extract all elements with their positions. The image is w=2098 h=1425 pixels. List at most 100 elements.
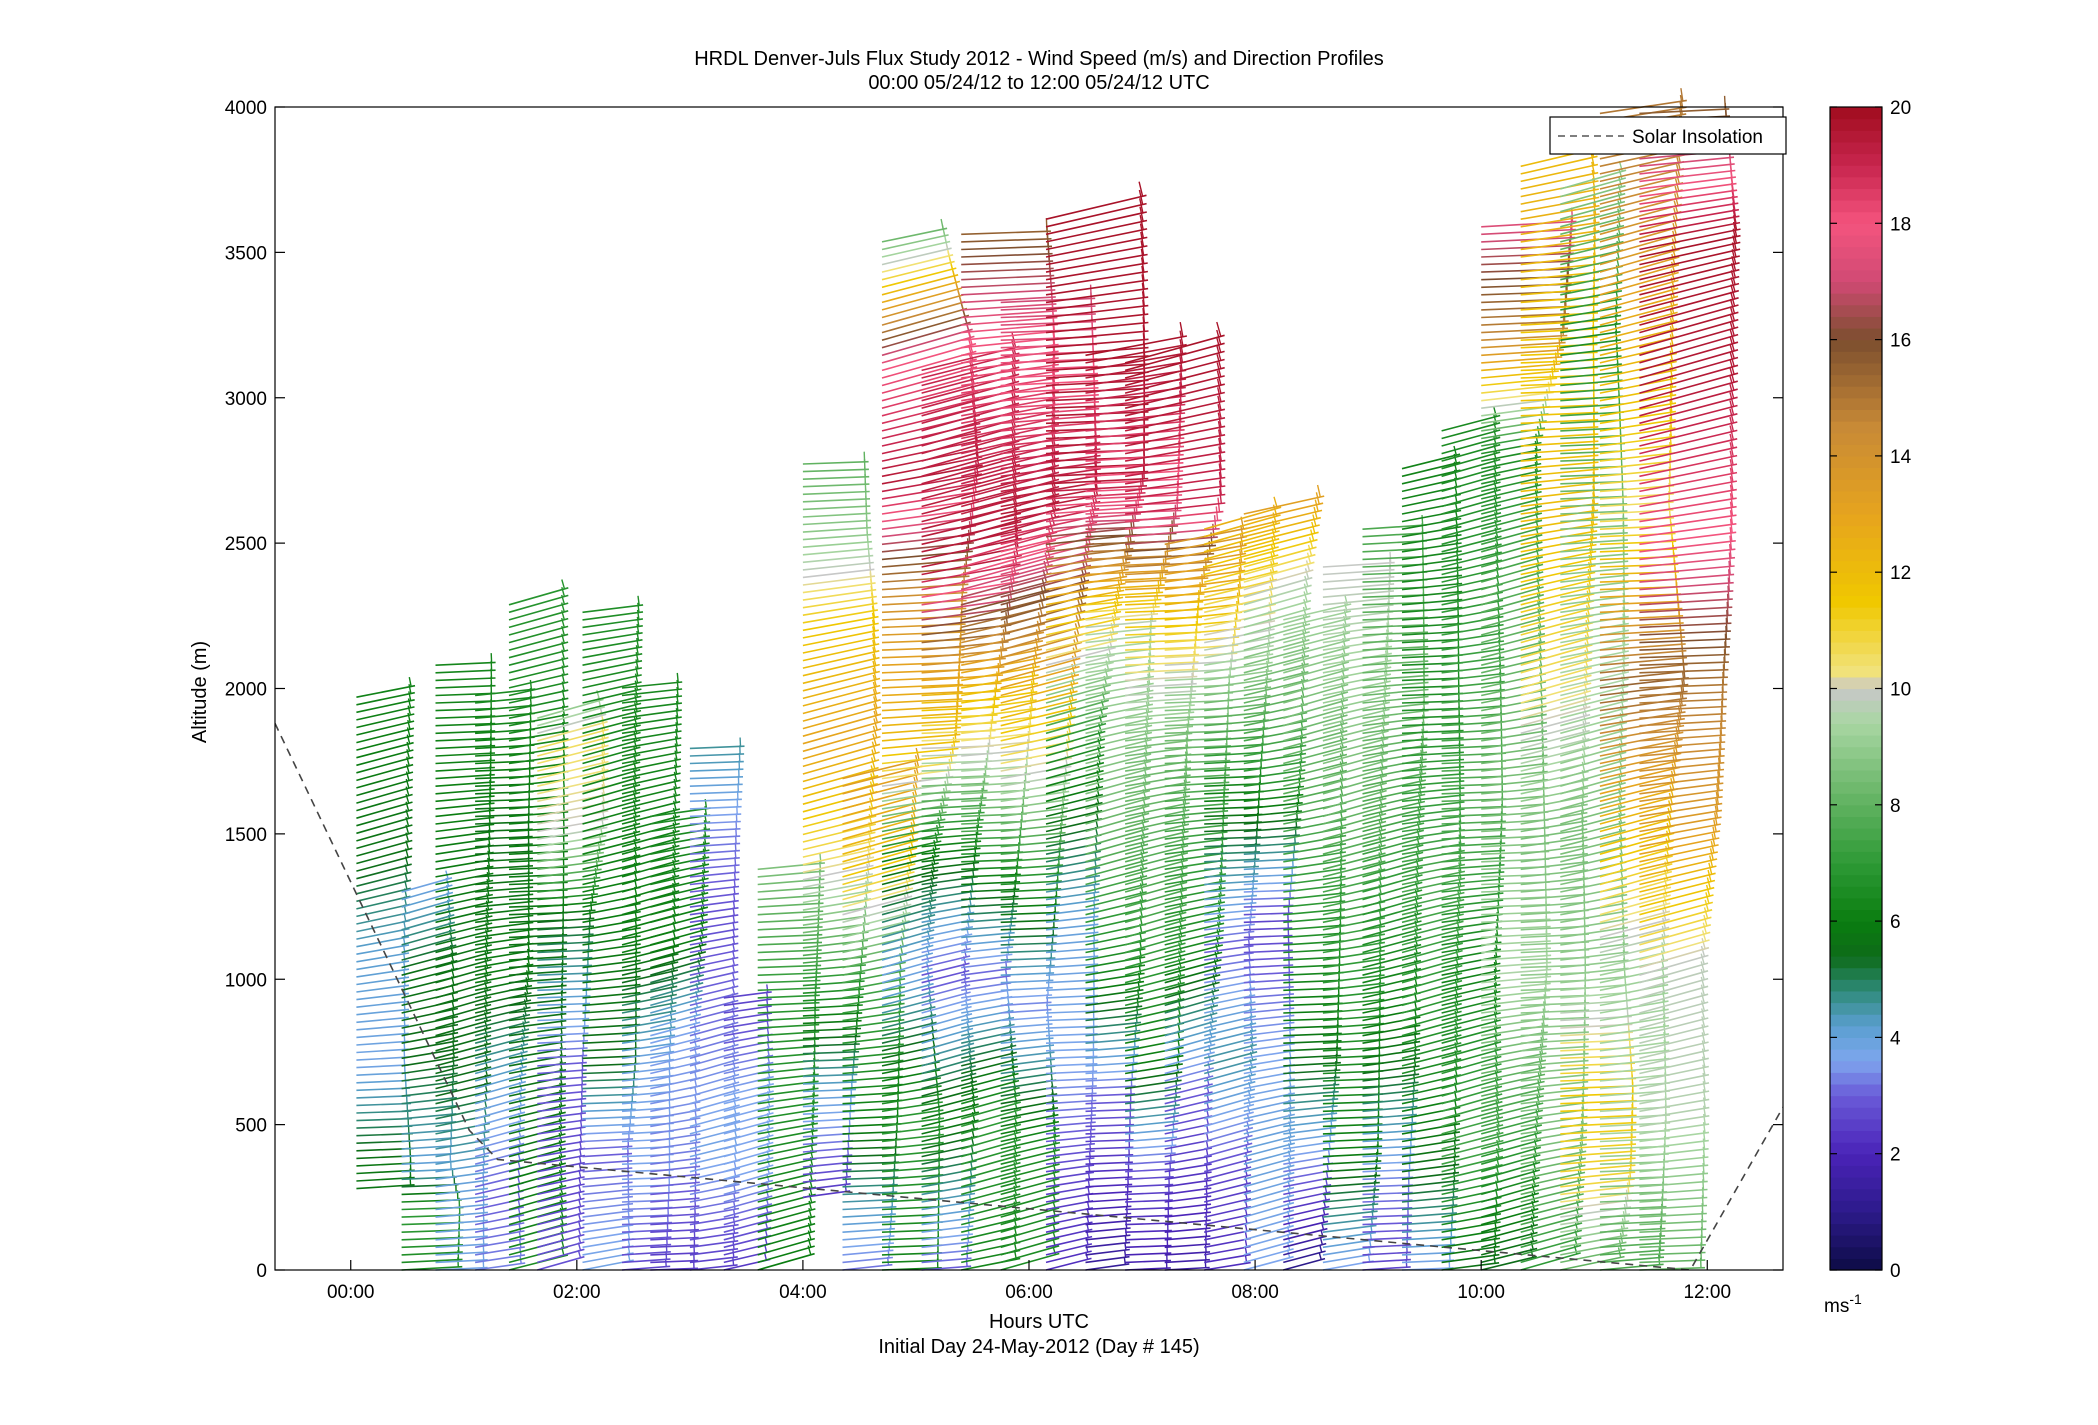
wind-barb bbox=[689, 835, 741, 840]
wind-barb bbox=[842, 801, 921, 825]
wind-barb bbox=[621, 993, 677, 1007]
wind-barb bbox=[537, 917, 595, 924]
wind-barb bbox=[650, 1021, 701, 1037]
wind-barb bbox=[401, 1056, 459, 1067]
wind-barb-flag bbox=[701, 877, 706, 887]
wind-barb-flag bbox=[766, 984, 769, 993]
wind-barb-flag bbox=[559, 1075, 563, 1085]
wind-barb bbox=[356, 927, 410, 940]
wind-barb bbox=[689, 1240, 739, 1249]
wind-barb bbox=[582, 1062, 640, 1067]
wind-barb bbox=[401, 1104, 457, 1113]
wind-barb bbox=[537, 720, 608, 742]
wind-barb bbox=[689, 1088, 740, 1105]
wind-barb bbox=[921, 969, 970, 984]
wind-barb bbox=[723, 1156, 774, 1173]
wind-barb bbox=[921, 1217, 974, 1226]
wind-barb bbox=[621, 1251, 671, 1256]
wind-barb bbox=[1243, 1209, 1295, 1226]
wind-barb bbox=[1164, 1163, 1212, 1173]
wind-barb bbox=[475, 821, 533, 825]
wind-barb bbox=[650, 842, 710, 855]
wind-barb bbox=[537, 941, 594, 946]
wind-barb bbox=[842, 1168, 899, 1173]
wind-barb-flag bbox=[811, 1114, 815, 1125]
wind-barb bbox=[802, 898, 872, 911]
wind-barb bbox=[1000, 831, 1066, 840]
wind-barb bbox=[1125, 1259, 1172, 1264]
wind-barb bbox=[921, 868, 979, 878]
wind-barb bbox=[881, 307, 968, 334]
wind-barb bbox=[1045, 279, 1149, 296]
wind-barb bbox=[582, 822, 641, 840]
wind-barb bbox=[842, 887, 914, 908]
wind-barb-flag bbox=[1066, 730, 1071, 743]
wind-barb-flag bbox=[872, 626, 876, 639]
wind-barb-flag bbox=[636, 630, 640, 641]
wind-barb bbox=[921, 775, 990, 780]
wind-barb bbox=[650, 1149, 701, 1158]
wind-barb bbox=[921, 767, 991, 772]
wind-barb-flag bbox=[955, 715, 958, 728]
wind-barb bbox=[582, 870, 641, 886]
wind-barb bbox=[881, 1029, 938, 1044]
wind-barb bbox=[474, 1050, 528, 1067]
wind-barb bbox=[1322, 852, 1386, 871]
wind-barb bbox=[961, 1023, 1015, 1037]
wind-barb bbox=[435, 773, 495, 780]
wind-barb bbox=[1283, 706, 1348, 727]
wind-barb bbox=[1000, 1065, 1056, 1075]
wind-barb bbox=[508, 1097, 566, 1113]
wind-barb bbox=[842, 1161, 900, 1165]
wind-barb bbox=[475, 886, 534, 893]
wind-barb bbox=[356, 1024, 409, 1031]
wind-barb bbox=[757, 1252, 815, 1271]
wind-barb bbox=[582, 1101, 637, 1105]
wind-barb bbox=[881, 1158, 944, 1165]
wind-barb bbox=[689, 935, 739, 946]
wind-barb bbox=[723, 1083, 774, 1097]
wind-barb bbox=[881, 754, 958, 765]
wind-barb bbox=[1000, 715, 1076, 735]
wind-barb bbox=[621, 1221, 673, 1226]
wind-barb bbox=[650, 1069, 701, 1082]
wind-barb bbox=[508, 1040, 567, 1052]
wind-barb-flag bbox=[636, 637, 640, 648]
wind-barb bbox=[1000, 723, 1075, 742]
wind-barb bbox=[508, 673, 569, 689]
wind-barb bbox=[961, 1051, 1017, 1067]
wind-barb bbox=[401, 1251, 463, 1256]
wind-barb-flag bbox=[905, 878, 910, 890]
profile-6 bbox=[582, 595, 644, 1271]
wind-barb bbox=[689, 828, 741, 833]
wind-barb bbox=[1243, 607, 1311, 629]
wind-barb bbox=[537, 885, 600, 893]
wind-barb bbox=[881, 1093, 943, 1105]
wind-barb bbox=[921, 797, 987, 803]
wind-barb bbox=[842, 1206, 897, 1211]
wind-barb bbox=[1045, 253, 1148, 273]
wind-barb bbox=[802, 1168, 852, 1176]
wind-barb bbox=[881, 321, 971, 349]
wind-barb bbox=[582, 784, 641, 803]
wind-barb bbox=[689, 1104, 740, 1120]
wind-barb bbox=[921, 1257, 972, 1264]
wind-barb bbox=[1000, 1163, 1060, 1181]
wind-barb bbox=[621, 953, 679, 969]
wind-barb bbox=[582, 1160, 633, 1165]
wind-barb bbox=[650, 1252, 699, 1256]
wind-barb-flag bbox=[1304, 568, 1310, 579]
wind-barb bbox=[1000, 823, 1067, 833]
wind-barb-flag bbox=[872, 667, 877, 680]
wind-barb bbox=[474, 1126, 525, 1143]
wind-barb bbox=[435, 722, 496, 727]
wind-barb bbox=[881, 1037, 938, 1052]
wind-barb-flag bbox=[808, 1193, 813, 1203]
wind-barb bbox=[842, 1099, 903, 1105]
wind-barb bbox=[621, 723, 682, 735]
wind-barb bbox=[537, 818, 609, 833]
wind-barb bbox=[1000, 798, 1069, 810]
wind-barb bbox=[356, 741, 414, 759]
wind-barb-flag bbox=[976, 824, 979, 835]
wind-barb bbox=[356, 984, 410, 993]
